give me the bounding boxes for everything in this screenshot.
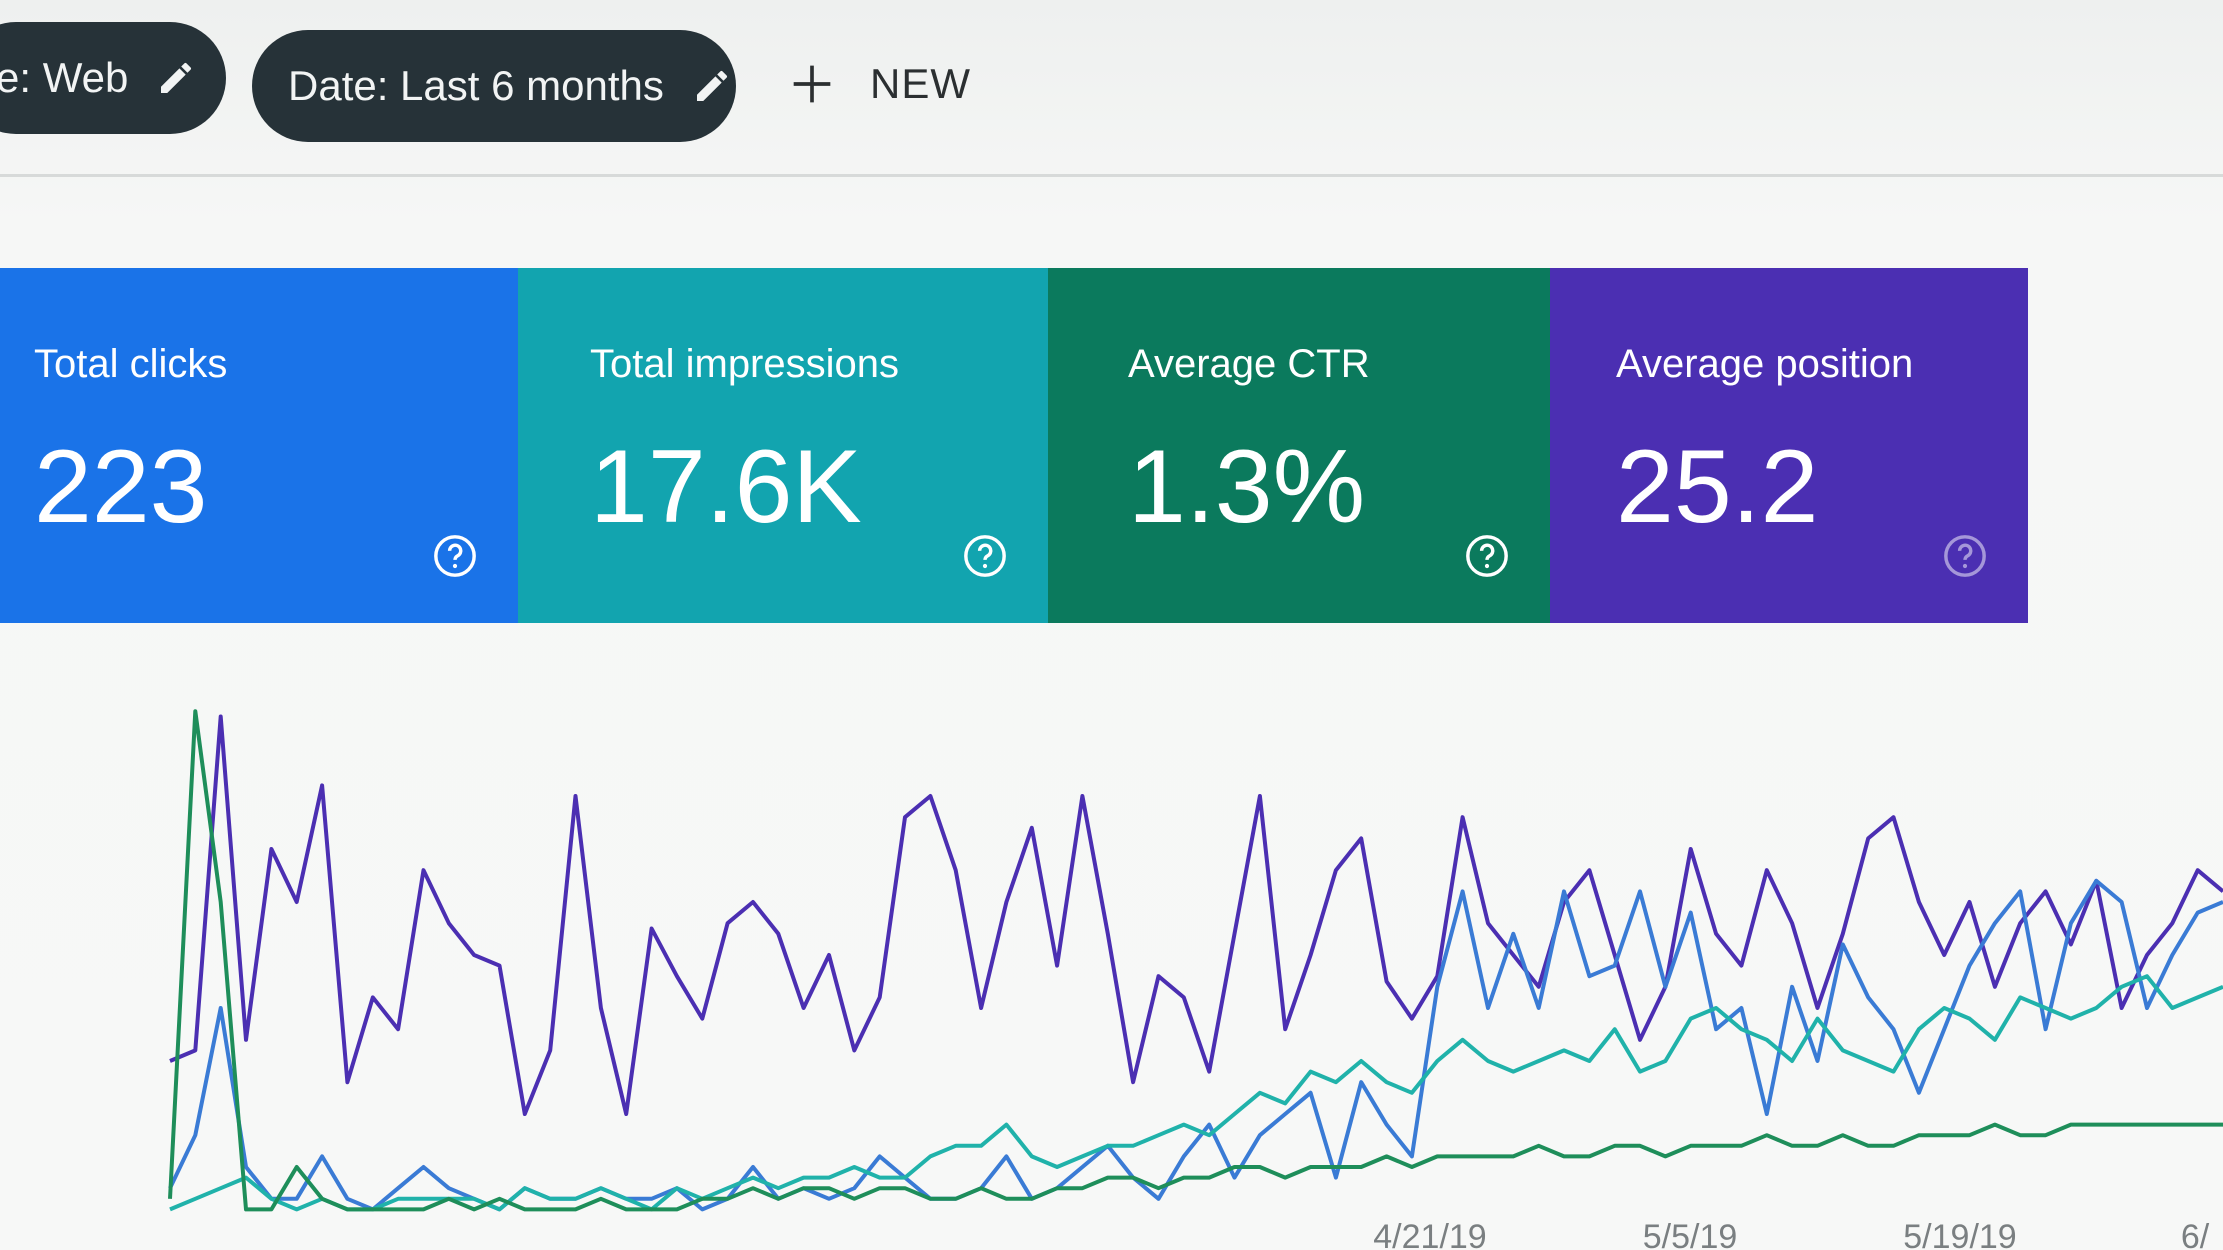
date-filter-chip[interactable]: Date: Last 6 months xyxy=(252,30,736,142)
metric-card-average-position[interactable]: Average position 25.2 xyxy=(1550,268,2028,623)
help-icon[interactable] xyxy=(962,533,1008,579)
plus-icon xyxy=(793,65,831,103)
chart-series-line-4 xyxy=(168,709,2223,1212)
pencil-icon[interactable] xyxy=(156,58,196,98)
help-icon[interactable] xyxy=(432,533,478,579)
metric-value: 25.2 xyxy=(1616,429,1819,545)
metric-label: Average CTR xyxy=(1128,342,1370,386)
date-filter-label: Date: Last 6 months xyxy=(288,62,664,109)
metric-value: 1.3% xyxy=(1128,429,1366,545)
performance-chart-svg: 4/21/19 5/5/19 5/19/19 6/ xyxy=(168,709,2223,1250)
chart-series-line-2 xyxy=(168,878,2223,1212)
pencil-icon[interactable] xyxy=(692,66,732,106)
search-type-filter-chip[interactable]: e: Web xyxy=(0,22,226,134)
metric-card-total-clicks[interactable]: Total clicks 223 xyxy=(0,268,518,623)
metric-label: Average position xyxy=(1616,342,1914,386)
chart-series-line-3 xyxy=(169,974,2223,1212)
metric-value: 17.6K xyxy=(590,429,862,545)
metric-label: Total clicks xyxy=(34,342,228,386)
x-tick-label: 5/5/19 xyxy=(1643,1218,1738,1250)
help-icon[interactable] xyxy=(1942,533,1988,579)
performance-chart: 4/21/19 5/5/19 5/19/19 6/ xyxy=(0,650,2223,1250)
search-type-filter-label: e: Web xyxy=(0,54,129,101)
new-filter-label: NEW xyxy=(870,60,971,107)
x-tick-label: 4/21/19 xyxy=(1373,1218,1486,1250)
x-tick-label: 6/ xyxy=(2181,1218,2210,1250)
metric-label: Total impressions xyxy=(590,342,900,386)
toolbar-divider xyxy=(0,174,2223,177)
metric-card-average-ctr[interactable]: Average CTR 1.3% xyxy=(1048,268,1550,623)
new-filter-button[interactable]: NEW xyxy=(790,60,971,108)
metric-value: 223 xyxy=(34,429,208,545)
x-tick-label: 5/19/19 xyxy=(1903,1218,2016,1250)
metric-cards: Total clicks 223 Total impressions 17.6K… xyxy=(0,268,2028,623)
help-icon[interactable] xyxy=(1464,533,1510,579)
metric-card-total-impressions[interactable]: Total impressions 17.6K xyxy=(518,268,1048,623)
chart-series-line-1 xyxy=(169,714,2223,1116)
